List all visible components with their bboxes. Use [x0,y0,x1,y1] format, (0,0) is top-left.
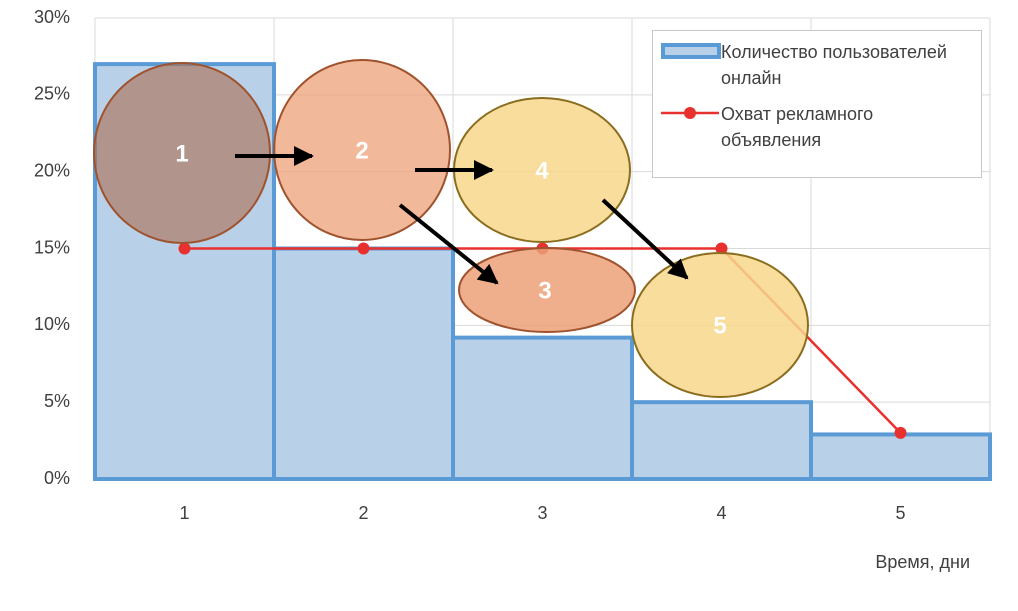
annotation: 3 [538,277,551,304]
x-axis-label: Время, дни [875,552,970,572]
x-tick-label: 3 [537,503,547,523]
legend-item: Охват рекламного объявления [659,101,975,153]
annotations: 1 2 3 4 5 [93,59,809,398]
y-tick-label: 5% [44,391,70,411]
legend: Количество пользователей онлайн Охват рек… [652,30,982,178]
x-tick-label: 1 [179,503,189,523]
arrow [398,203,499,285]
annotation: 5 [713,312,726,339]
bar [451,335,634,482]
annotation: 1 [175,140,188,167]
y-tick-label: 0% [44,468,70,488]
bar [630,400,813,481]
circle [93,62,271,244]
x-tick-label: 4 [716,503,726,523]
point [178,242,191,255]
arrows [235,146,689,285]
bar [272,246,455,481]
bar [809,432,992,482]
legend-symbol [661,43,721,59]
x-tick-label: 5 [895,503,905,523]
point [357,242,370,255]
arrow [601,198,689,280]
circle [631,252,809,398]
y-tick-label: 25% [34,84,70,104]
y-tick-label: 30% [34,7,70,27]
point [715,242,728,255]
annotation: 2 [355,137,368,164]
x-tick-label: 2 [358,503,368,523]
point [894,426,907,439]
y-tick-label: 15% [34,237,70,257]
y-tick-label: 10% [34,314,70,334]
legend-symbol [661,107,719,119]
legend-swatch [661,43,721,59]
legend-point [684,107,696,119]
circle [458,247,636,333]
legend-item: Количество пользователей онлайн [659,39,975,91]
y-tick-label: 20% [34,160,70,180]
circle [273,59,451,241]
annotation: 4 [535,157,549,184]
labels: Время, дни 0% 5% 10% 15% 20% 25% 30% 1 2 3 4 5 [34,7,970,572]
legend-label: Количество пользователей онлайн [721,42,947,88]
legend-label: Охват рекламного объявления [721,104,874,150]
